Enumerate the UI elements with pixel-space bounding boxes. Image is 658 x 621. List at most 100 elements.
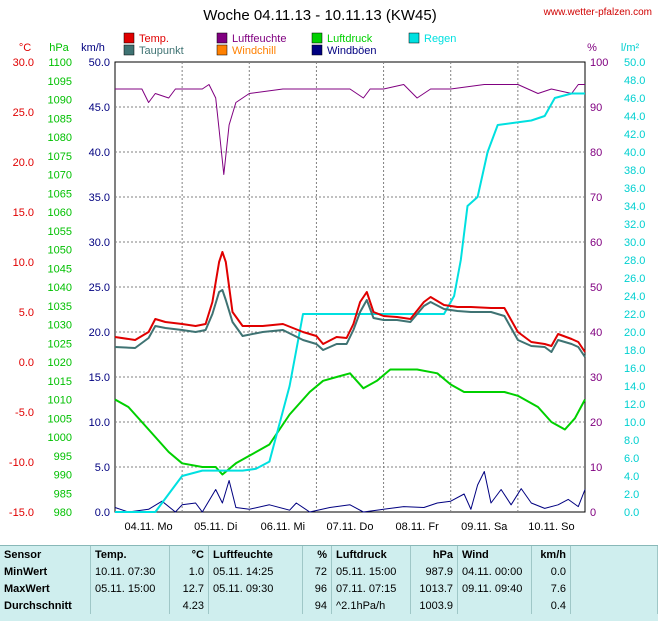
legend-swatch	[216, 44, 228, 56]
stats-wind-value: 0.4	[531, 597, 571, 614]
wind-axis-tick-label: 0.0	[95, 507, 110, 519]
temp-axis-tick-label: 20.0	[13, 157, 34, 169]
rain-axis-tick-label: 2.0	[624, 489, 639, 501]
rain-axis-unit: l/m²	[621, 42, 640, 54]
rain-axis-tick-label: 34.0	[624, 201, 645, 213]
rain-axis-tick-label: 20.0	[624, 327, 645, 339]
pressure-axis-tick-label: 1055	[48, 226, 72, 238]
x-axis-label: 05.11. Di	[194, 521, 237, 533]
weather-chart: Woche 04.11.13 - 10.11.13 (KW45) www.wet…	[9, 7, 652, 533]
x-axis-label: 08.11. Fr	[396, 521, 440, 533]
temp-axis-tick-label: 5.0	[19, 307, 34, 319]
pressure-axis-tick-label: 1010	[48, 395, 72, 407]
legend-swatch	[408, 32, 420, 44]
stats-header-hum-unit: %	[302, 546, 332, 563]
stats-row: MaxWert 05.11. 15:00 12.7 05.11. 09:30 9…	[0, 580, 658, 597]
x-axis-label: 07.11. Do	[327, 521, 374, 533]
wind-axis-tick-label: 10.0	[89, 417, 110, 429]
humidity-axis-tick-label: 30	[590, 372, 602, 384]
temp-axis-tick-label: 10.0	[13, 257, 34, 269]
pressure-axis-tick-label: 1060	[48, 207, 72, 219]
stats-spacer	[570, 580, 658, 597]
temp-axis-tick-label: 25.0	[13, 107, 34, 119]
series-line-temp-	[114, 251, 586, 353]
pressure-axis-tick-label: 1035	[48, 301, 72, 313]
stats-wind-time: 04.11. 00:00	[457, 563, 532, 580]
stats-temp-time: 05.11. 15:00	[90, 580, 170, 597]
stats-header-wind-unit: km/h	[531, 546, 571, 563]
rain-axis-tick-label: 12.0	[624, 399, 645, 411]
legend-swatch	[123, 32, 135, 44]
wind-axis-tick-label: 15.0	[89, 372, 110, 384]
humidity-axis-unit: %	[587, 42, 597, 54]
humidity-axis-tick-label: 10	[590, 462, 602, 474]
legend-label: Windchill	[232, 45, 276, 57]
pressure-axis-tick-label: 1065	[48, 188, 72, 200]
pressure-axis-tick-label: 1045	[48, 263, 72, 275]
stats-temp-time: 10.11. 07:30	[90, 563, 170, 580]
x-axis-label: 10.11. So	[528, 521, 574, 533]
temp-axis-tick-label: -15.0	[9, 507, 34, 519]
temp-axis-tick-label: 15.0	[13, 207, 34, 219]
website-link[interactable]: www.wetter-pfalzen.com	[543, 7, 652, 18]
rain-axis-tick-label: 6.0	[624, 453, 639, 465]
wind-axis-tick-label: 30.0	[89, 237, 110, 249]
pressure-axis-tick-label: 1080	[48, 132, 72, 144]
stats-header-spacer	[570, 546, 658, 563]
stats-press-time: 07.11. 07:15	[331, 580, 411, 597]
pressure-axis-tick-label: 1020	[48, 357, 72, 369]
stats-spacer	[570, 597, 658, 614]
pressure-axis-tick-label: 1070	[48, 170, 72, 182]
humidity-axis-tick-label: 60	[590, 237, 602, 249]
stats-hum-value: 96	[302, 580, 332, 597]
chart-title: Woche 04.11.13 - 10.11.13 (KW45)	[203, 7, 436, 24]
humidity-axis-tick-label: 50	[590, 282, 602, 294]
stats-header-hum: Luftfeuchte	[208, 546, 303, 563]
rain-axis-tick-label: 4.0	[624, 471, 639, 483]
legend-swatch	[311, 44, 323, 56]
stats-hum-value: 72	[302, 563, 332, 580]
series-line-luftfeuchte	[115, 84, 585, 175]
pressure-axis-tick-label: 1015	[48, 376, 72, 388]
pressure-axis-tick-label: 1075	[48, 151, 72, 163]
legend-label: Windböen	[327, 45, 377, 57]
chart-svg: Woche 04.11.13 - 10.11.13 (KW45) www.wet…	[9, 7, 652, 533]
legend-swatch	[123, 44, 135, 56]
stats-hum-time: 05.11. 09:30	[208, 580, 303, 597]
stats-header-sensor: Sensor	[0, 546, 91, 563]
rain-axis-tick-label: 28.0	[624, 255, 645, 267]
rain-axis-tick-label: 38.0	[624, 165, 645, 177]
temp-axis-tick-label: 30.0	[13, 57, 34, 69]
stats-temp-value: 12.7	[169, 580, 209, 597]
rain-axis-tick-label: 42.0	[624, 129, 645, 141]
legend-swatch	[311, 32, 323, 44]
pressure-axis-tick-label: 1050	[48, 245, 72, 257]
stats-press-value: 987.9	[410, 563, 458, 580]
stats-row-label: MaxWert	[0, 580, 91, 597]
rain-axis-tick-label: 0.0	[624, 507, 639, 519]
humidity-axis-tick-label: 90	[590, 102, 602, 114]
pressure-axis-tick-label: 1025	[48, 338, 72, 350]
stats-row-label: MinWert	[0, 563, 91, 580]
rain-axis-tick-label: 30.0	[624, 237, 645, 249]
pressure-axis-tick-label: 1095	[48, 76, 72, 88]
rain-axis-tick-label: 36.0	[624, 183, 645, 195]
legend-label: Taupunkt	[139, 45, 184, 57]
wind-axis-tick-label: 20.0	[89, 327, 110, 339]
rain-axis-tick-label: 24.0	[624, 291, 645, 303]
series-line-regen	[115, 92, 585, 513]
temp-axis-tick-label: 0.0	[19, 357, 34, 369]
pressure-axis-tick-label: 990	[54, 470, 72, 482]
pressure-axis-tick-label: 1005	[48, 413, 72, 425]
wind-axis-tick-label: 40.0	[89, 147, 110, 159]
x-axis-label: 09.11. Sa	[461, 521, 508, 533]
stats-temp-value: 1.0	[169, 563, 209, 580]
wind-axis-tick-label: 25.0	[89, 282, 110, 294]
pressure-axis-tick-label: 995	[54, 451, 72, 463]
rain-axis-tick-label: 18.0	[624, 345, 645, 357]
stats-hum-value: 94	[302, 597, 332, 614]
stats-hum-time: 05.11. 14:25	[208, 563, 303, 580]
series-line-taupunkt	[114, 289, 586, 358]
stats-hum-time	[208, 597, 303, 614]
